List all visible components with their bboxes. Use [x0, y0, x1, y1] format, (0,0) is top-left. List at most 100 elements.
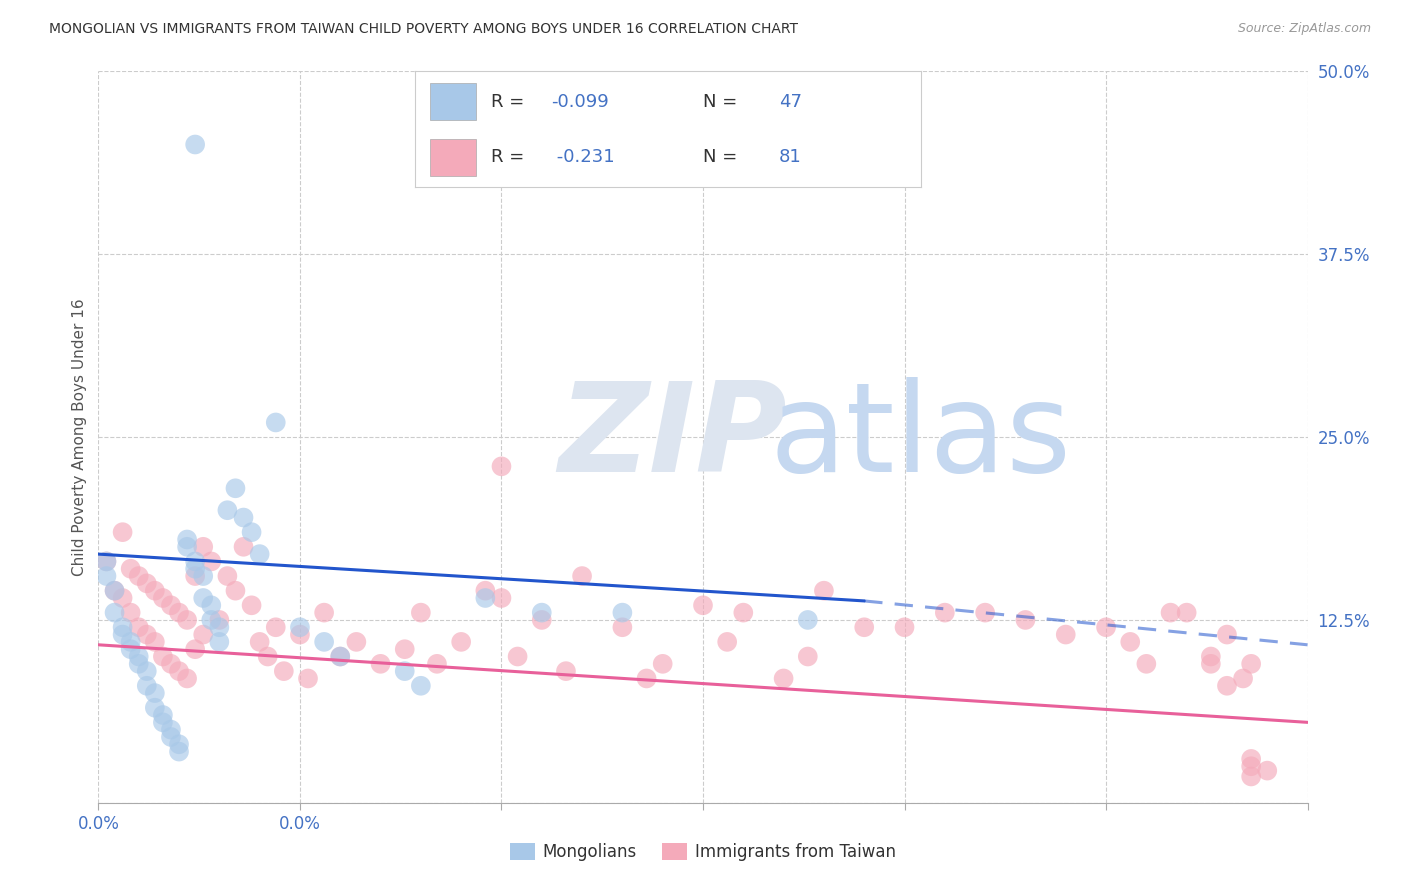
Point [249, 635, 271, 649]
Point [612, 606, 634, 620]
Point [135, 679, 157, 693]
Point [128, 569, 150, 583]
Point [370, 657, 392, 671]
Point [176, 613, 198, 627]
Point [240, 525, 263, 540]
Text: ZIP: ZIP [558, 376, 786, 498]
Point [184, 642, 207, 657]
Point [120, 606, 142, 620]
Point [152, 708, 174, 723]
Point [249, 547, 271, 561]
Point [636, 672, 658, 686]
Point [135, 576, 157, 591]
Point [232, 540, 254, 554]
Point [176, 540, 198, 554]
Point [120, 642, 142, 657]
Point [128, 657, 150, 671]
Point [193, 591, 215, 605]
Point [555, 664, 578, 678]
Point [314, 606, 336, 620]
Point [167, 606, 190, 620]
Point [394, 664, 416, 678]
Point [103, 583, 125, 598]
Point [224, 481, 246, 495]
Point [1199, 649, 1222, 664]
Point [1160, 606, 1182, 620]
Point [143, 686, 166, 700]
Point [813, 583, 835, 598]
Point [143, 583, 166, 598]
Point [152, 649, 174, 664]
Point [256, 649, 278, 664]
Text: N =: N = [703, 148, 744, 166]
Point [853, 620, 876, 634]
Point [651, 657, 673, 671]
Point [1240, 752, 1263, 766]
Y-axis label: Child Poverty Among Boys Under 16: Child Poverty Among Boys Under 16 [72, 298, 87, 576]
Point [1014, 613, 1036, 627]
Point [193, 627, 215, 641]
Point [797, 649, 820, 664]
Point [893, 620, 915, 634]
Bar [430, 138, 475, 176]
Point [288, 627, 311, 641]
Point [160, 723, 183, 737]
Point [273, 664, 295, 678]
Point [530, 613, 553, 627]
Text: Source: ZipAtlas.com: Source: ZipAtlas.com [1237, 22, 1371, 36]
Point [184, 137, 207, 152]
Point [217, 503, 239, 517]
Point [96, 569, 118, 583]
Point [1054, 627, 1077, 641]
Point [491, 459, 513, 474]
Text: 47: 47 [779, 93, 803, 111]
Point [1216, 627, 1239, 641]
Point [111, 525, 134, 540]
Text: -0.099: -0.099 [551, 93, 609, 111]
Point [193, 569, 215, 583]
Point [184, 569, 207, 583]
Point [1135, 657, 1157, 671]
Point [491, 591, 513, 605]
Point [733, 606, 755, 620]
Text: -0.231: -0.231 [551, 148, 614, 166]
Point [474, 591, 496, 605]
Point [143, 700, 166, 714]
Point [394, 642, 416, 657]
Text: MONGOLIAN VS IMMIGRANTS FROM TAIWAN CHILD POVERTY AMONG BOYS UNDER 16 CORRELATIO: MONGOLIAN VS IMMIGRANTS FROM TAIWAN CHIL… [49, 22, 799, 37]
Point [1199, 657, 1222, 671]
Point [264, 620, 287, 634]
Point [128, 620, 150, 634]
Point [167, 745, 190, 759]
Point [184, 554, 207, 568]
Point [167, 664, 190, 678]
Point [571, 569, 593, 583]
Text: R =: R = [491, 148, 530, 166]
Point [288, 620, 311, 634]
Point [176, 533, 198, 547]
Point [329, 649, 352, 664]
Point [160, 730, 183, 744]
Point [314, 635, 336, 649]
Point [240, 599, 263, 613]
Point [1256, 764, 1278, 778]
Point [96, 554, 118, 568]
Point [450, 635, 472, 649]
Point [224, 583, 246, 598]
Point [200, 613, 222, 627]
Legend: Mongolians, Immigrants from Taiwan: Mongolians, Immigrants from Taiwan [503, 836, 903, 868]
Point [200, 554, 222, 568]
Point [329, 649, 352, 664]
Point [1216, 679, 1239, 693]
Point [612, 620, 634, 634]
Point [264, 416, 287, 430]
Point [152, 715, 174, 730]
Point [120, 635, 142, 649]
Point [474, 583, 496, 598]
Point [797, 613, 820, 627]
Text: atlas: atlas [769, 376, 1071, 498]
Point [120, 562, 142, 576]
Point [111, 591, 134, 605]
Point [193, 540, 215, 554]
Text: R =: R = [491, 93, 530, 111]
